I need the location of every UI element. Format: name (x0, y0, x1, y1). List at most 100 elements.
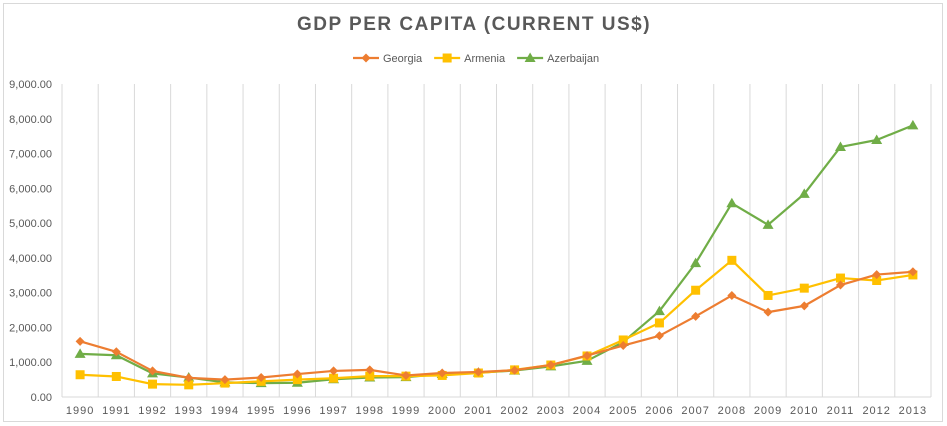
data-point (292, 375, 302, 385)
y-tick-label: 3,000.00 (9, 288, 52, 300)
x-tick-label: 2011 (827, 405, 855, 417)
y-tick-label: 9,000.00 (9, 79, 52, 91)
legend-marker-icon (524, 52, 536, 62)
data-point (148, 366, 158, 376)
data-point (74, 348, 86, 358)
data-point (834, 141, 846, 151)
data-point (111, 371, 121, 381)
x-tick-label: 2000 (428, 405, 456, 417)
data-point (510, 365, 520, 375)
legend-item-armenia: Armenia (434, 53, 506, 65)
data-point (691, 285, 701, 295)
x-tick-label: 2003 (537, 405, 565, 417)
data-point (726, 197, 738, 208)
data-point (727, 290, 737, 300)
x-tick-label: 1990 (66, 405, 94, 417)
x-tick-label: 1994 (211, 405, 239, 417)
data-point (329, 373, 339, 383)
data-point (762, 219, 774, 229)
x-tick-label: 1992 (138, 405, 166, 417)
data-point (148, 379, 158, 389)
data-point (618, 335, 628, 345)
data-point (798, 188, 810, 198)
series-georgia (75, 267, 918, 385)
data-point (365, 365, 375, 375)
x-tick-label: 1999 (392, 405, 420, 417)
data-point (799, 283, 809, 293)
data-point (329, 366, 339, 376)
data-point (835, 280, 845, 290)
x-tick-label: 2004 (573, 405, 601, 417)
data-point (401, 370, 411, 380)
x-tick-label: 1995 (247, 405, 275, 417)
data-point (75, 370, 85, 380)
data-point (75, 336, 85, 346)
x-tick-label: 2010 (790, 405, 818, 417)
y-tick-label: 8,000.00 (9, 114, 52, 126)
data-point (256, 373, 266, 383)
x-tick-label: 1993 (174, 405, 202, 417)
data-point (763, 290, 773, 300)
y-tick-label: 6,000.00 (9, 183, 52, 195)
y-tick-label: 5,000.00 (9, 218, 52, 230)
chart-title: GDP PER CAPITA (CURRENT US$) (297, 14, 651, 35)
x-tick-label: 2002 (500, 405, 528, 417)
data-point (799, 301, 809, 311)
chart-area (3, 3, 943, 422)
data-point (691, 311, 701, 321)
data-point (872, 270, 882, 280)
data-point (618, 341, 628, 351)
data-point (546, 360, 556, 370)
data-point (727, 255, 737, 265)
x-tick-label: 2007 (681, 405, 709, 417)
x-tick-label: 2012 (862, 405, 890, 417)
data-point (653, 305, 665, 316)
x-axis: 1990 1991 1992 1993 1994 1995 1996 1997 1998 1999… (66, 405, 927, 417)
data-point (690, 257, 702, 268)
x-tick-label: 2001 (464, 405, 492, 417)
x-tick-label: 1997 (319, 405, 347, 417)
data-point (835, 273, 845, 283)
y-tick-label: 4,000.00 (9, 253, 52, 265)
legend-item-georgia: Georgia (353, 53, 423, 65)
legend-item-azerbaijan: Azerbaijan (517, 52, 599, 65)
data-point (184, 380, 194, 390)
data-point (184, 373, 194, 383)
legend: Georgia Armenia Azerbaijan (353, 52, 599, 65)
series-lines (74, 119, 919, 390)
data-point (437, 368, 447, 378)
data-point (473, 367, 483, 377)
series-line (79, 270, 913, 381)
x-tick-label: 2009 (754, 405, 782, 417)
data-point (871, 134, 883, 144)
data-point (654, 318, 664, 328)
data-point (111, 347, 121, 357)
data-point (220, 375, 230, 385)
x-tick-label: 1991 (102, 405, 130, 417)
legend-marker-icon (442, 53, 452, 63)
data-point (654, 331, 664, 341)
legend-marker-icon (361, 53, 371, 63)
legend-label: Armenia (464, 53, 506, 65)
grid (61, 84, 932, 398)
x-tick-label: 2005 (609, 405, 637, 417)
y-tick-label: 1,000.00 (9, 357, 52, 369)
x-tick-label: 1998 (356, 405, 384, 417)
x-tick-label: 2006 (645, 405, 673, 417)
y-tick-label: 0.00 (31, 392, 52, 404)
data-point (907, 119, 919, 130)
x-tick-label: 1996 (283, 405, 311, 417)
data-point (908, 267, 918, 277)
data-point (872, 275, 882, 285)
y-tick-label: 7,000.00 (9, 149, 52, 161)
legend-label: Azerbaijan (547, 53, 599, 65)
data-point (763, 307, 773, 317)
data-point (365, 371, 375, 381)
data-point (292, 369, 302, 379)
x-tick-label: 2008 (718, 405, 746, 417)
legend-label: Georgia (383, 53, 423, 65)
data-point (582, 351, 592, 361)
x-tick-label: 2013 (899, 405, 927, 417)
y-tick-label: 2,000.00 (9, 322, 52, 334)
